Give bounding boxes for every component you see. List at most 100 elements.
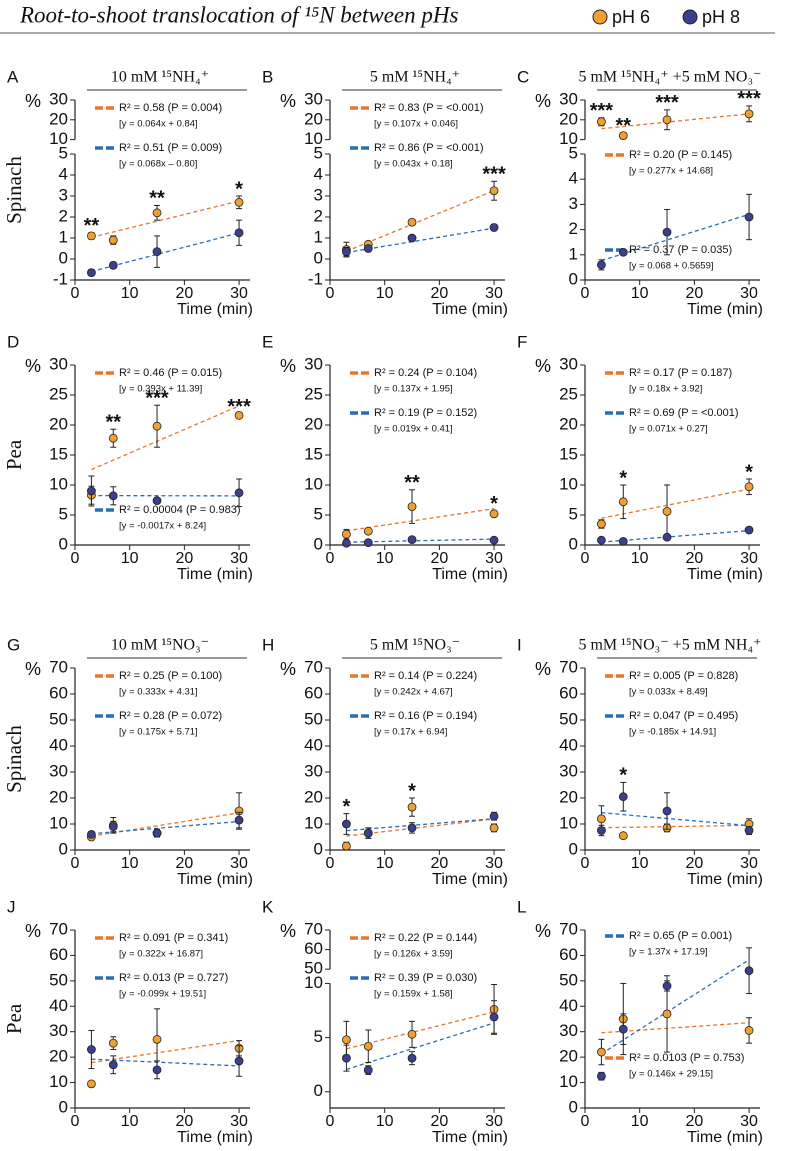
y-axis-label: % — [535, 659, 551, 679]
y-tick-label: -1 — [53, 269, 68, 288]
data-point — [87, 268, 96, 278]
data-point — [108, 1060, 118, 1070]
y-tick-label: 70 — [49, 657, 68, 676]
x-tick-label: 10 — [376, 285, 394, 302]
x-tick-label: 10 — [631, 550, 649, 567]
fit-line — [346, 1011, 495, 1050]
data-point — [407, 1029, 417, 1039]
data-point — [597, 1047, 606, 1057]
data-point — [363, 526, 373, 536]
data-point — [744, 966, 754, 976]
fit-line — [346, 818, 495, 832]
y-tick-label: 40 — [304, 735, 323, 754]
y-tick-label: 60 — [559, 945, 578, 964]
panel-letter: J — [7, 897, 16, 916]
y-tick-label: 50 — [304, 709, 323, 728]
x-tick-label: 20 — [685, 855, 703, 872]
fit-label: R² = 0.24 (P = 0.104) — [374, 367, 477, 379]
significance: *** — [590, 100, 614, 122]
significance: ** — [149, 188, 165, 210]
x-tick-label: 20 — [175, 285, 193, 302]
fit-line — [601, 959, 750, 1055]
x-axis-label: Time (min) — [687, 871, 763, 888]
x-tick-label: 10 — [121, 550, 139, 567]
fit-equation: [y = 0.033x + 8.49] — [629, 687, 708, 698]
fit-line — [91, 232, 240, 273]
fit-line — [91, 1058, 240, 1067]
y-tick-label: 10 — [559, 1072, 578, 1091]
fit-line — [346, 190, 495, 252]
y-tick-label: 30 — [304, 354, 323, 373]
x-tick-label: 10 — [376, 855, 394, 872]
significance: * — [619, 765, 627, 787]
panel-header: 5 mM ¹⁵NH₄⁺ — [370, 69, 460, 86]
data-point — [152, 208, 162, 218]
y-tick-label: 50 — [49, 970, 68, 989]
fit-label: R² = 0.28 (P = 0.072) — [119, 710, 222, 722]
fit-label: R² = 0.047 (P = 0.495) — [629, 710, 738, 722]
fit-label: R² = 0.83 (P = <0.001) — [374, 102, 484, 114]
significance: * — [490, 493, 498, 515]
x-axis-label: Time (min) — [432, 566, 508, 583]
y-tick-label: 15 — [49, 444, 68, 463]
y-tick-label: 0 — [569, 534, 578, 553]
fit-label: R² = 0.091 (P = 0.341) — [119, 932, 228, 944]
data-point — [618, 131, 628, 141]
y-tick-label: 5 — [314, 1027, 323, 1046]
y-tick-label: 0 — [569, 1097, 578, 1116]
fit-label: R² = 0.17 (P = 0.187) — [629, 367, 732, 379]
fit-label: R² = 0.39 (P = 0.030) — [374, 972, 477, 984]
data-point — [597, 260, 606, 270]
significance: ** — [105, 411, 121, 433]
data-point — [489, 223, 499, 232]
y-tick-label: 20 — [559, 1047, 578, 1066]
significance: *** — [482, 164, 506, 186]
y-tick-label: 30 — [304, 761, 323, 780]
x-tick-label: 30 — [485, 550, 503, 567]
x-tick-label: 30 — [740, 550, 758, 567]
x-tick-label: 0 — [581, 855, 590, 872]
y-tick-label: 10 — [559, 474, 578, 493]
x-tick-label: 10 — [631, 285, 649, 302]
fit-label: R² = 0.0103 (P = 0.753) — [629, 1052, 744, 1064]
fit-label: R² = 0.20 (P = 0.145) — [629, 149, 732, 161]
fit-label: R² = 0.65 (P = 0.001) — [629, 930, 732, 942]
fit-label: R² = 0.69 (P = <0.001) — [629, 407, 739, 419]
y-tick-label: 70 — [49, 919, 68, 938]
data-point — [363, 1041, 373, 1051]
panel-letter: I — [517, 635, 522, 654]
x-tick-label: 30 — [485, 285, 503, 302]
fit-line — [91, 200, 240, 238]
data-point — [152, 1065, 162, 1075]
y-tick-label: -1 — [308, 269, 323, 288]
fit-label: R² = 0.46 (P = 0.015) — [119, 367, 222, 379]
y-tick-label: 2 — [314, 206, 323, 225]
data-point — [234, 410, 244, 420]
fit-label: R² = 0.25 (P = 0.100) — [119, 670, 222, 682]
significance: * — [408, 780, 416, 802]
y-tick-label: 10 — [304, 973, 323, 992]
legend-marker — [592, 9, 608, 25]
fit-label: R² = 0.005 (P = 0.828) — [629, 670, 738, 682]
fit-equation: [y = 0.393x + 11.39] — [119, 384, 202, 395]
x-tick-label: 20 — [430, 550, 448, 567]
y-tick-label: 20 — [49, 787, 68, 806]
fit-line — [91, 1039, 240, 1064]
data-point — [597, 117, 606, 127]
data-point — [342, 1035, 351, 1045]
x-tick-label: 30 — [740, 855, 758, 872]
x-axis-label: Time (min) — [687, 1129, 763, 1146]
y-tick-label: 0 — [59, 1097, 68, 1116]
x-axis-label: Time (min) — [177, 1129, 253, 1146]
y-tick-label: 0 — [314, 248, 323, 267]
fit-label: R² = 0.013 (P = 0.727) — [119, 972, 228, 984]
y-tick-label: 20 — [49, 1047, 68, 1066]
y-tick-label: 60 — [304, 683, 323, 702]
y-tick-label: 0 — [314, 534, 323, 553]
significance: *** — [655, 92, 679, 114]
fit-label: R² = 0.14 (P = 0.224) — [374, 670, 477, 682]
legend-label: pH 6 — [612, 7, 650, 27]
y-axis-label: % — [535, 91, 551, 111]
fit-label: R² = 0.16 (P = 0.194) — [374, 710, 477, 722]
fit-equation: [y = 0.068 + 0.5659] — [629, 261, 714, 272]
